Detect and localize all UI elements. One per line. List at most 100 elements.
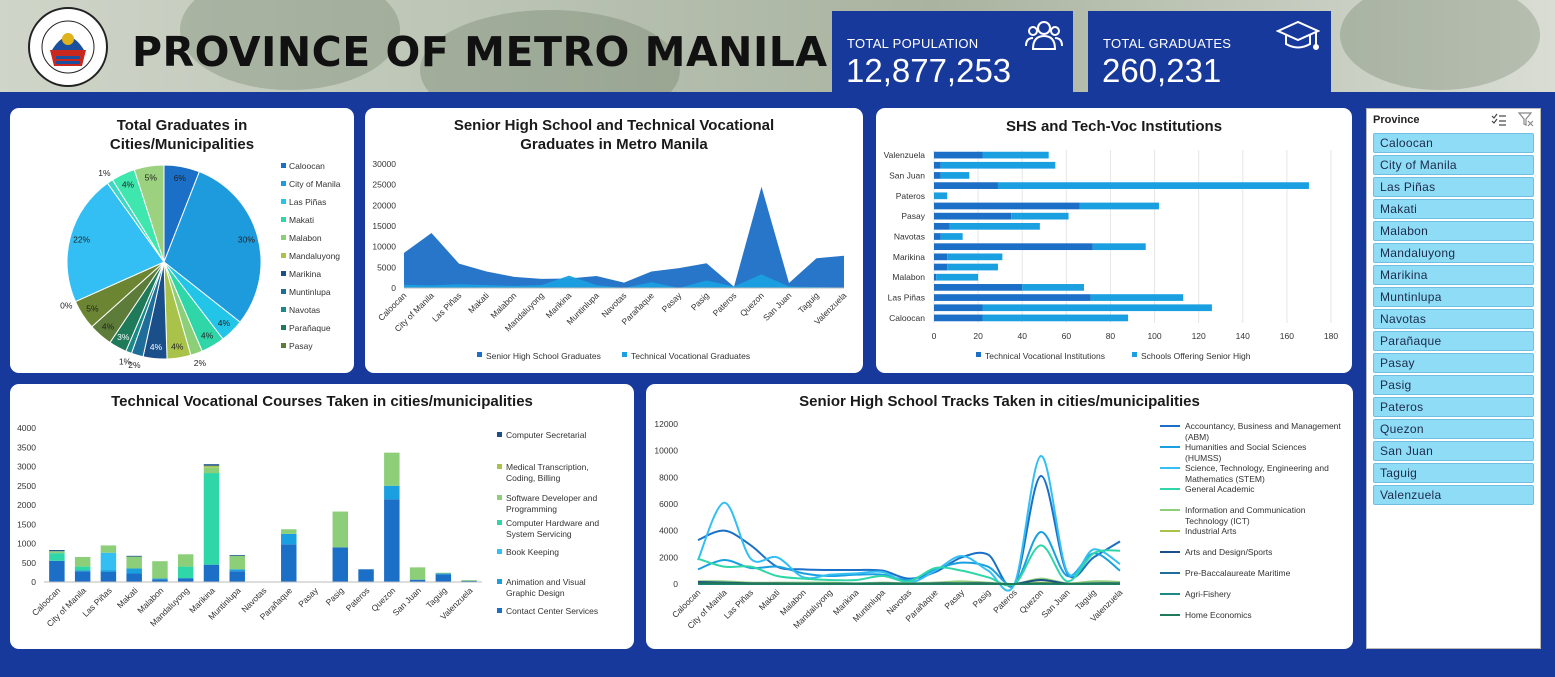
bar-segment bbox=[332, 547, 349, 582]
bar-segment bbox=[229, 555, 245, 570]
pie-legend-swatch bbox=[281, 325, 286, 330]
pie-data-label: 4% bbox=[122, 180, 135, 190]
legend-swatch bbox=[497, 432, 502, 437]
y-tick-label: 1500 bbox=[17, 519, 36, 529]
bar-segment bbox=[126, 568, 142, 574]
pie-legend-label: City of Manila bbox=[289, 179, 341, 189]
bar bbox=[934, 192, 948, 200]
bar-segment bbox=[152, 579, 168, 582]
bar-segment bbox=[461, 580, 477, 581]
bar-segment bbox=[49, 550, 65, 552]
people-icon bbox=[1025, 21, 1063, 50]
bar bbox=[934, 253, 948, 261]
bar-segment bbox=[74, 571, 91, 582]
slicer-item[interactable]: City of Manila bbox=[1373, 155, 1534, 175]
bar bbox=[934, 263, 948, 271]
pie-legend-label: Malabon bbox=[289, 233, 322, 243]
bar-segment bbox=[203, 564, 220, 582]
pie-legend-swatch bbox=[281, 289, 286, 294]
legend-label: Information and Communication Technology … bbox=[1185, 505, 1306, 526]
area-chart-title: Senior High School and Technical Vocatio… bbox=[365, 116, 863, 154]
pie-legend-label: Pasay bbox=[289, 341, 313, 351]
y-tick-label: Navotas bbox=[894, 232, 925, 242]
pie-slice bbox=[163, 171, 262, 323]
x-tick-label: 0 bbox=[932, 331, 937, 341]
slicer-item[interactable]: Malabon bbox=[1373, 221, 1534, 241]
legend-label: Science, Technology, Engineering and Math… bbox=[1185, 463, 1329, 484]
slicer-item[interactable]: Mandaluyong bbox=[1373, 243, 1534, 263]
slicer-item[interactable]: Marikina bbox=[1373, 265, 1534, 285]
slicer-item[interactable]: Pasig bbox=[1373, 375, 1534, 395]
bar-segment bbox=[177, 554, 194, 567]
province-slicer: Province Caloocan City of Manila Las Piñas… bbox=[1366, 108, 1541, 649]
legend-label: Senior High School Graduates bbox=[486, 351, 601, 361]
y-tick-label: Malabon bbox=[892, 272, 925, 282]
slicer-item[interactable]: Taguig bbox=[1373, 463, 1534, 483]
pie-legend-swatch bbox=[281, 343, 286, 348]
bar bbox=[934, 314, 983, 322]
bar bbox=[934, 304, 983, 312]
line-series bbox=[697, 544, 1121, 587]
slicer-item[interactable]: San Juan bbox=[1373, 441, 1534, 461]
pie-chart: 6%30%4%4%2%4%4%2%1%3%4%5%0%22%1%4%5%Calo… bbox=[60, 161, 341, 370]
bar-segment bbox=[126, 556, 142, 569]
slicer-item[interactable]: Caloocan bbox=[1373, 133, 1534, 153]
bar bbox=[934, 151, 983, 159]
slicer-item[interactable]: Quezon bbox=[1373, 419, 1534, 439]
clear-filter-icon[interactable] bbox=[1518, 112, 1534, 127]
x-tick-label: 180 bbox=[1324, 331, 1338, 341]
bar-segment bbox=[49, 560, 65, 582]
pie-legend-swatch bbox=[281, 271, 286, 276]
multi-select-icon[interactable] bbox=[1491, 113, 1507, 127]
slicer-item[interactable]: Navotas bbox=[1373, 309, 1534, 329]
bar-segment bbox=[100, 571, 117, 582]
pie-legend-swatch bbox=[281, 199, 286, 204]
slicer-item[interactable]: Valenzuela bbox=[1373, 485, 1534, 505]
pie-data-label: 4% bbox=[171, 341, 184, 351]
bar-segment bbox=[203, 465, 220, 468]
slicer-header: Province bbox=[1373, 114, 1420, 126]
tracks-line-chart: 020004000600080001000012000CaloocanCity … bbox=[654, 419, 1341, 631]
bar bbox=[936, 273, 979, 281]
pie-data-label: 2% bbox=[194, 358, 207, 368]
bar-segment bbox=[203, 467, 220, 474]
x-tick-label: Pasay bbox=[296, 585, 320, 609]
bar-segment bbox=[358, 569, 374, 582]
x-tick-label: Taguig bbox=[796, 290, 821, 315]
pie-data-label: 0% bbox=[60, 301, 73, 311]
area-title-line: Graduates in Metro Manila bbox=[520, 136, 708, 153]
pie-legend-swatch bbox=[281, 307, 286, 312]
slicer-item[interactable]: Parañaque bbox=[1373, 331, 1534, 351]
bar bbox=[947, 253, 1003, 261]
legend-label: Pre-Baccalaureate Maritime bbox=[1185, 568, 1291, 578]
x-tick-label: 20 bbox=[973, 331, 983, 341]
bar bbox=[982, 314, 1129, 322]
y-tick-label: 0 bbox=[31, 577, 36, 587]
y-tick-label: 10000 bbox=[654, 446, 678, 456]
bar bbox=[934, 172, 941, 179]
bar-segment bbox=[332, 511, 349, 548]
legend-swatch bbox=[497, 579, 502, 584]
pie-data-label: 6% bbox=[174, 173, 187, 183]
x-tick-label: San Juan bbox=[391, 585, 424, 618]
slicer-item[interactable]: Las Piñas bbox=[1373, 177, 1534, 197]
background-foliage bbox=[1340, 0, 1540, 90]
y-tick-label: 0 bbox=[673, 579, 678, 589]
pie-legend-label: Makati bbox=[289, 215, 314, 225]
bar-segment bbox=[435, 574, 452, 582]
bar bbox=[934, 202, 1080, 210]
y-tick-label: Pateros bbox=[896, 191, 925, 201]
slicer-item[interactable]: Pasay bbox=[1373, 353, 1534, 373]
x-tick-label: Pasay bbox=[660, 290, 684, 314]
y-tick-label: 4000 bbox=[659, 526, 678, 536]
slicer-item[interactable]: Muntinlupa bbox=[1373, 287, 1534, 307]
slicer-item[interactable]: Pateros bbox=[1373, 397, 1534, 417]
legend-label: Agri-Fishery bbox=[1185, 589, 1232, 599]
y-tick-label: 30000 bbox=[372, 159, 396, 169]
legend-swatch bbox=[497, 608, 502, 613]
slicer-item[interactable]: Makati bbox=[1373, 199, 1534, 219]
bar bbox=[934, 161, 941, 169]
area-chart: 050001000015000200002500030000CaloocanCi… bbox=[372, 159, 848, 361]
line-series bbox=[697, 582, 1121, 586]
pie-data-label: 22% bbox=[73, 235, 90, 245]
